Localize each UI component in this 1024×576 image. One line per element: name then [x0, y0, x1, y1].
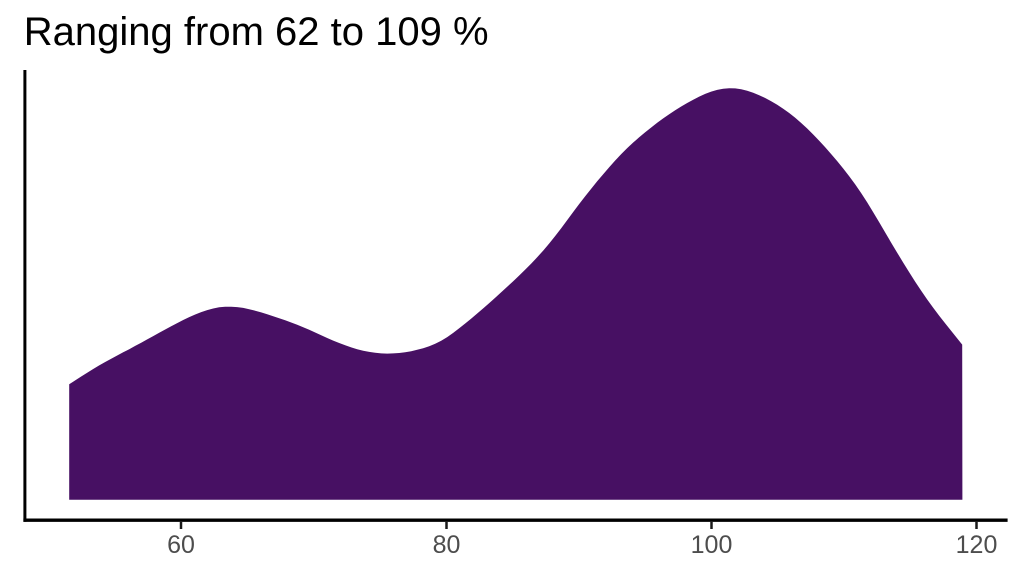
svg-text:Ranging from 62 to 109 %: Ranging from 62 to 109 % [24, 10, 489, 54]
svg-text:100: 100 [691, 531, 733, 559]
svg-text:120: 120 [956, 531, 998, 559]
svg-text:60: 60 [167, 531, 195, 559]
svg-text:80: 80 [433, 531, 461, 559]
